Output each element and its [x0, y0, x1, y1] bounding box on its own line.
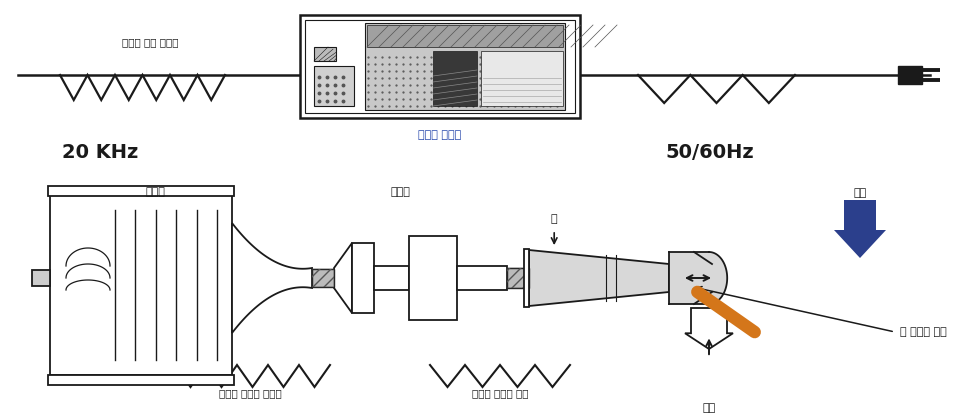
Bar: [365, 23, 565, 110]
Bar: [481, 51, 563, 106]
Bar: [314, 66, 354, 106]
Text: 진동자: 진동자: [145, 187, 165, 197]
Bar: [524, 249, 529, 307]
Polygon shape: [685, 308, 733, 349]
Bar: [352, 243, 374, 313]
Text: 50/60Hz: 50/60Hz: [666, 143, 755, 161]
Polygon shape: [334, 243, 352, 313]
Text: 고주파 전기 에너지: 고주파 전기 에너지: [122, 37, 178, 47]
Polygon shape: [232, 223, 312, 333]
Bar: [374, 266, 409, 290]
Bar: [300, 15, 580, 118]
Text: 압력: 압력: [854, 188, 867, 198]
Bar: [507, 268, 529, 288]
Polygon shape: [834, 230, 886, 258]
Text: 고주파 기계적 에너지: 고주파 기계적 에너지: [219, 388, 281, 398]
Text: 피 융접된 통관: 피 융접된 통관: [900, 327, 947, 337]
Bar: [433, 51, 477, 106]
Text: 부스터: 부스터: [390, 187, 409, 197]
Text: 확대된 기계적 진동: 확대된 기계적 진동: [472, 388, 528, 398]
Bar: [457, 266, 507, 290]
Bar: [305, 20, 575, 113]
Text: 혼: 혼: [550, 214, 557, 224]
Bar: [898, 66, 922, 84]
Polygon shape: [669, 252, 727, 304]
Bar: [367, 25, 563, 47]
Text: 연밥: 연밥: [702, 403, 715, 413]
Bar: [844, 200, 876, 230]
Bar: [314, 47, 336, 61]
Bar: [409, 236, 457, 320]
Polygon shape: [529, 250, 669, 306]
Bar: [48, 186, 234, 196]
Bar: [507, 268, 529, 288]
Bar: [48, 375, 234, 385]
Text: 20 KHz: 20 KHz: [62, 143, 138, 161]
Text: 초음파 발진기: 초음파 발진기: [418, 130, 461, 140]
Bar: [32, 270, 50, 286]
Bar: [50, 195, 232, 375]
Bar: [312, 269, 334, 287]
Bar: [312, 269, 334, 287]
